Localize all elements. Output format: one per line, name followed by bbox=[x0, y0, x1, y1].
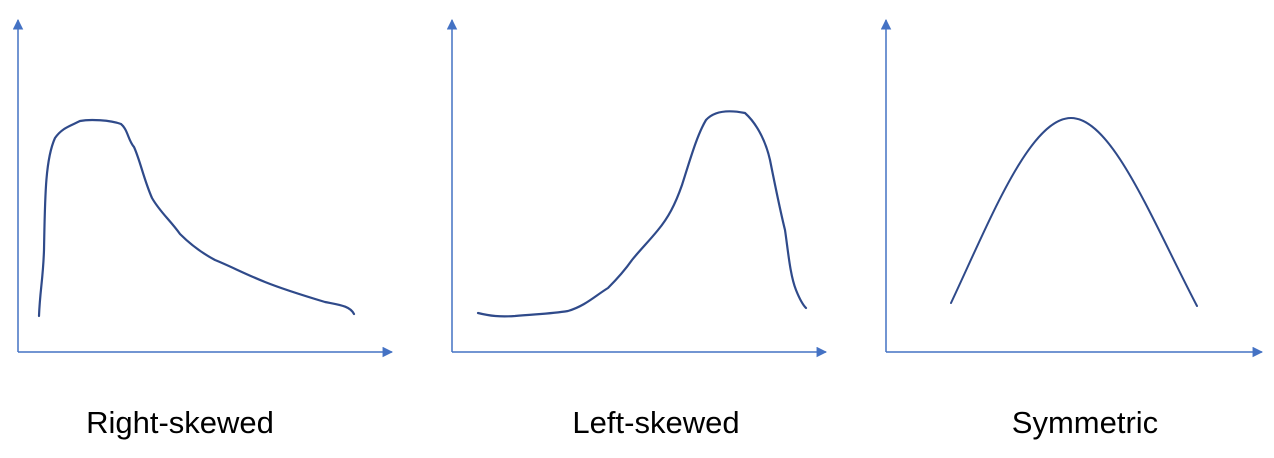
panel-symmetric bbox=[880, 18, 1264, 358]
caption-right-skewed: Right-skewed bbox=[86, 405, 274, 440]
symmetric-curve bbox=[950, 117, 1198, 307]
panel-left-skewed bbox=[446, 18, 828, 358]
left-skewed-curve bbox=[476, 110, 808, 318]
right-skewed-curve bbox=[37, 118, 356, 318]
panel-right-skewed bbox=[12, 18, 394, 358]
caption-left-skewed: Left-skewed bbox=[572, 405, 740, 440]
caption-symmetric: Symmetric bbox=[1011, 405, 1159, 440]
